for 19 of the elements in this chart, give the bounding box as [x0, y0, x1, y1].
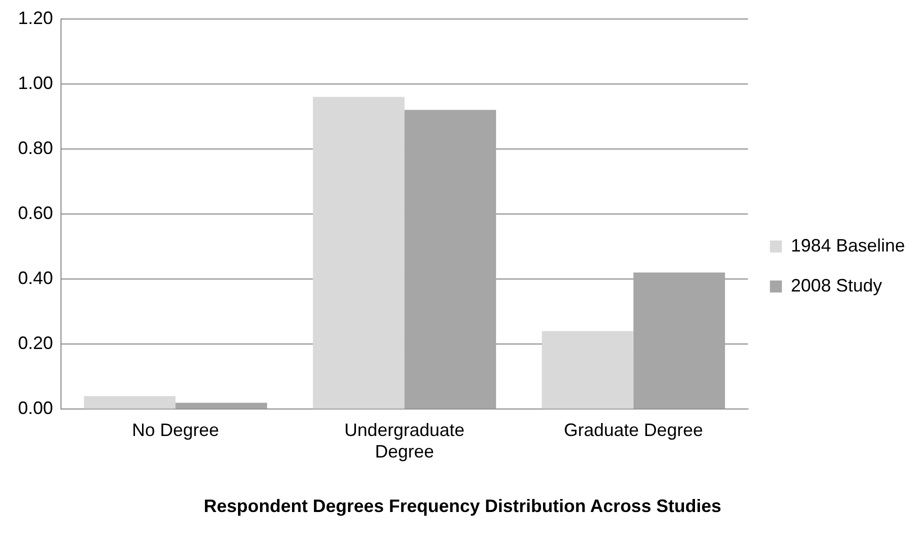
y-tick-label: 0.60	[18, 202, 54, 223]
y-tick-label: 0.00	[18, 398, 54, 418]
legend-label: 2008 Study	[790, 275, 882, 296]
y-tick-label: 0.40	[18, 268, 54, 288]
x-tick-label: Undergraduate Degree	[344, 420, 465, 462]
y-tick-label: 1.20	[18, 8, 54, 28]
y-tick-label: 0.20	[18, 333, 54, 354]
y-tick-label: 0.80	[18, 138, 54, 158]
bar	[633, 272, 726, 409]
bar	[542, 331, 634, 409]
bar	[176, 402, 268, 409]
text: Respondent Degrees Frequency Distribution Across Studies	[204, 496, 722, 516]
x-tick-label: No Degree	[132, 420, 220, 440]
bar	[312, 96, 404, 409]
y-tick-label: 1.00	[18, 72, 54, 93]
x-tick-label: Graduate Degree	[564, 420, 703, 440]
legend-label: 1984 Baseline	[790, 235, 906, 256]
bar	[404, 110, 496, 409]
bar	[84, 396, 176, 409]
